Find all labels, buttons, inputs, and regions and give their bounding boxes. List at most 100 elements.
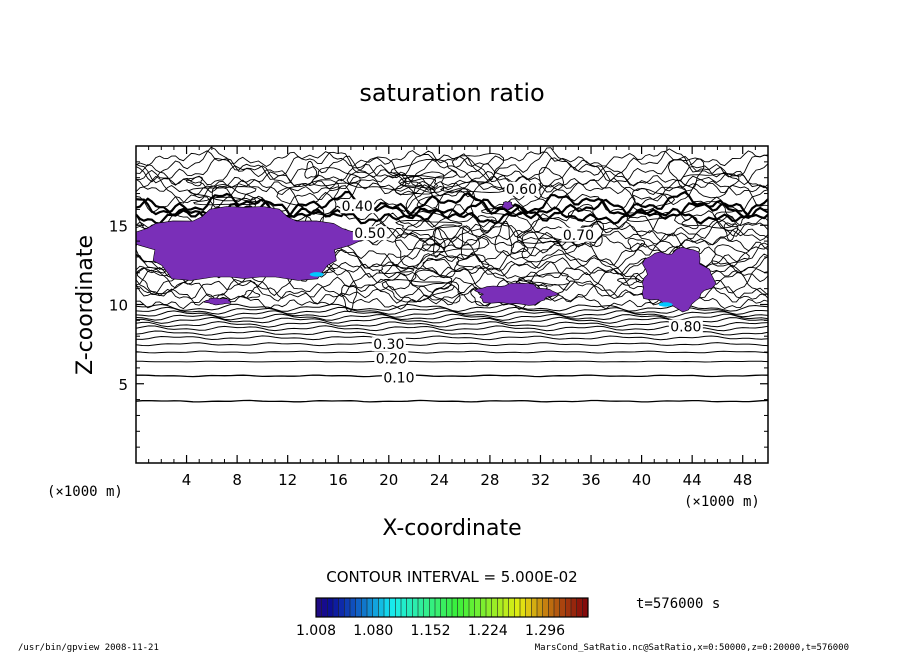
colorbar-swatch <box>457 598 464 617</box>
contour-eddy <box>517 272 571 286</box>
colorbar-swatch <box>355 598 362 617</box>
colorbar-swatch <box>480 598 487 617</box>
contour-eddy <box>481 205 524 216</box>
colorbar-swatch <box>559 598 566 617</box>
colorbar-swatch <box>435 598 442 617</box>
colorbar-swatch <box>571 598 578 617</box>
colorbar-swatch <box>497 598 504 617</box>
contour-eddy <box>714 209 748 228</box>
colorbar-swatch <box>327 598 334 617</box>
contour-line <box>136 360 768 363</box>
x-tick-label: 20 <box>379 471 398 489</box>
colorbar-tick-label: 1.224 <box>468 623 508 639</box>
contour-label: 0.40 <box>342 199 373 215</box>
contour-label-bg <box>352 226 387 241</box>
contour-eddy <box>494 220 513 257</box>
footer-right: MarsCond_SatRatio.nc@SatRatio,x=0:50000,… <box>535 643 849 653</box>
contour-eddy <box>568 203 597 223</box>
colorbar-swatch <box>418 598 425 617</box>
contour-label-bg <box>668 319 703 334</box>
contour-line <box>136 155 768 186</box>
contour-label-bg <box>504 181 539 196</box>
shaded-region <box>473 282 560 306</box>
contour-eddy <box>422 255 460 279</box>
contour-label: 0.30 <box>373 337 404 353</box>
contour-eddy <box>399 177 439 189</box>
contour-eddy <box>311 167 361 187</box>
chart-title: saturation ratio <box>359 79 544 107</box>
contour-line <box>136 178 768 196</box>
colorbar-swatch <box>582 598 589 617</box>
contour-eddy <box>667 157 705 192</box>
contour-eddy <box>416 188 476 223</box>
x-unit-right: (×1000 m) <box>684 494 760 510</box>
contour-label-bg <box>340 199 375 214</box>
colorbar-swatch <box>412 598 419 617</box>
x-tick-label: 36 <box>581 471 600 489</box>
colorbar-swatch <box>486 598 493 617</box>
shaded-region <box>136 206 366 281</box>
contour-eddy <box>410 269 453 287</box>
contour-label: 0.80 <box>670 320 701 336</box>
colorbar-swatch <box>576 598 583 617</box>
contour-line <box>136 313 768 321</box>
x-tick-label: 40 <box>632 471 651 489</box>
colorbar-swatch <box>463 598 470 617</box>
contour-eddy <box>723 222 739 241</box>
contour-eddy <box>304 160 318 179</box>
plot-area: 0.100.200.300.400.500.600.700.804 8 12 16 20… <box>109 145 769 489</box>
colorbar-swatch <box>446 598 453 617</box>
contour-line <box>136 399 768 403</box>
contour-eddy <box>346 156 407 190</box>
contour-line <box>136 350 768 354</box>
contour-eddy <box>433 227 446 258</box>
contour-eddy <box>711 244 750 267</box>
colorbar-swatch <box>423 598 430 617</box>
colorbar-swatch <box>389 598 396 617</box>
contour-line <box>136 162 768 189</box>
colorbar-swatch <box>508 598 515 617</box>
colorbar-swatch <box>474 598 481 617</box>
colorbar-swatch <box>378 598 385 617</box>
contour-eddy <box>381 279 456 303</box>
contour-eddy <box>451 152 504 184</box>
contour-eddy <box>517 217 587 244</box>
contour-interval-label: CONTOUR INTERVAL = 5.000E-02 <box>326 568 577 586</box>
contour-eddy <box>341 284 358 313</box>
contour-eddy <box>681 216 699 230</box>
footer-left: /usr/bin/gpview 2008-11-21 <box>18 643 159 653</box>
y-tick-label: 15 <box>109 217 128 235</box>
contour-eddy <box>378 264 415 274</box>
contour-label-bg <box>374 351 409 366</box>
x-axis-title: X-coordinate <box>382 516 521 541</box>
colorbar-swatch <box>514 598 521 617</box>
contour-eddy <box>673 201 736 229</box>
colorbar-swatch <box>440 598 447 617</box>
colorbar-swatch <box>542 598 549 617</box>
contour-eddy <box>510 241 529 254</box>
x-tick-label: 44 <box>683 471 702 489</box>
time-label: t=576000 s <box>636 596 720 612</box>
contour-eddy <box>390 158 458 179</box>
colorbar-frame <box>315 597 589 618</box>
shaded-region <box>203 297 232 306</box>
contour-eddy <box>394 233 440 268</box>
contour-eddy <box>627 237 646 252</box>
colorbar-swatch <box>531 598 538 617</box>
colorbar-swatch <box>333 598 340 617</box>
contour-label: 0.60 <box>506 182 537 198</box>
colorbar-swatch <box>344 598 351 617</box>
contour-eddy <box>185 176 203 187</box>
colorbar-swatch <box>350 598 357 617</box>
x-unit-left: (×1000 m) <box>47 484 123 500</box>
contour-line <box>136 330 768 336</box>
contour-line <box>136 335 768 341</box>
shaded-region <box>501 201 514 211</box>
colorbar-swatch <box>537 598 544 617</box>
contour-eddy <box>394 175 436 196</box>
contour-line <box>136 342 768 347</box>
contour-label: 0.20 <box>376 351 407 367</box>
colorbar-swatch <box>361 598 368 617</box>
colorbar-swatch <box>338 598 345 617</box>
x-tick-label: 24 <box>430 471 449 489</box>
